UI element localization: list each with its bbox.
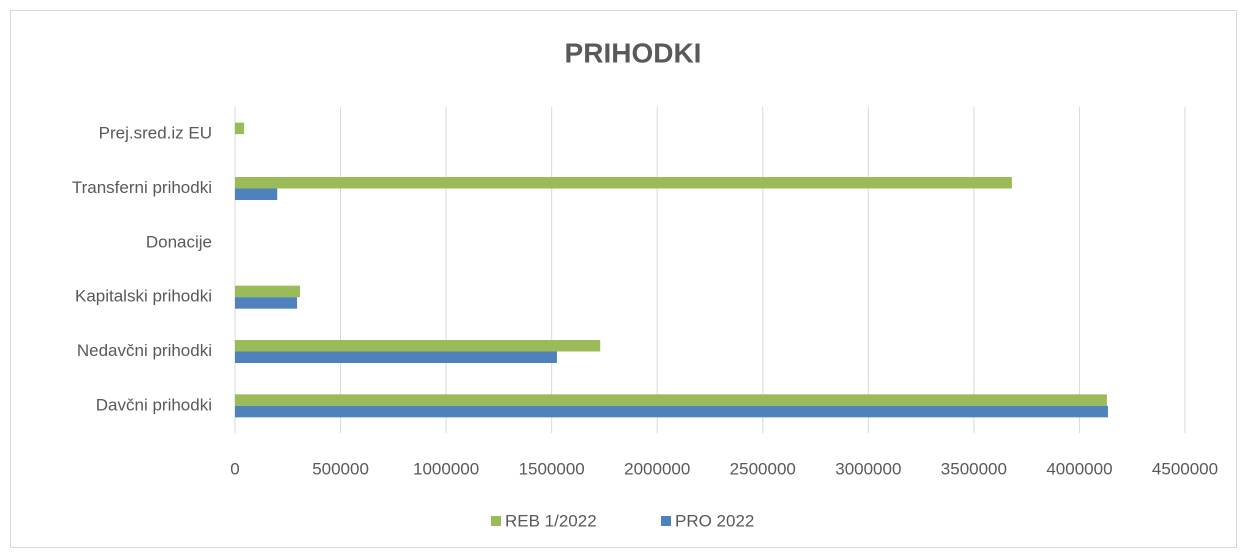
x-tick-label: 2500000 <box>730 459 796 478</box>
bar <box>235 340 601 352</box>
x-tick-label: 3000000 <box>835 459 901 478</box>
bar <box>235 351 557 363</box>
x-tick-label: 3500000 <box>941 459 1007 478</box>
legend-label: REB 1/2022 <box>505 511 597 530</box>
legend-swatch <box>491 516 501 526</box>
chart-title: PRIHODKI <box>565 37 702 68</box>
x-tick-label: 4000000 <box>1046 459 1112 478</box>
legend-swatch <box>661 516 671 526</box>
x-tick-label: 500000 <box>312 459 369 478</box>
x-tick-label: 0 <box>230 459 239 478</box>
x-tick-label: 1500000 <box>519 459 585 478</box>
y-tick-label: Transferni prihodki <box>72 178 212 197</box>
bar <box>235 297 298 309</box>
x-tick-label: 1000000 <box>413 459 479 478</box>
bar <box>235 177 1012 189</box>
y-tick-label: Donacije <box>146 232 212 251</box>
y-tick-label: Kapitalski prihodki <box>75 287 212 306</box>
bar <box>235 188 278 200</box>
y-tick-label: Davčni prihodki <box>96 395 212 414</box>
bar <box>235 122 245 135</box>
x-tick-label: 4500000 <box>1152 459 1218 478</box>
x-tick-label: 2000000 <box>624 459 690 478</box>
y-tick-label: Nedavčni prihodki <box>77 341 212 360</box>
bar <box>235 394 1107 406</box>
bar <box>235 285 301 298</box>
bar <box>235 405 1108 418</box>
chart-frame <box>10 10 1237 548</box>
legend-label: PRO 2022 <box>675 511 754 530</box>
y-tick-label: Prej.sred.iz EU <box>99 124 212 143</box>
